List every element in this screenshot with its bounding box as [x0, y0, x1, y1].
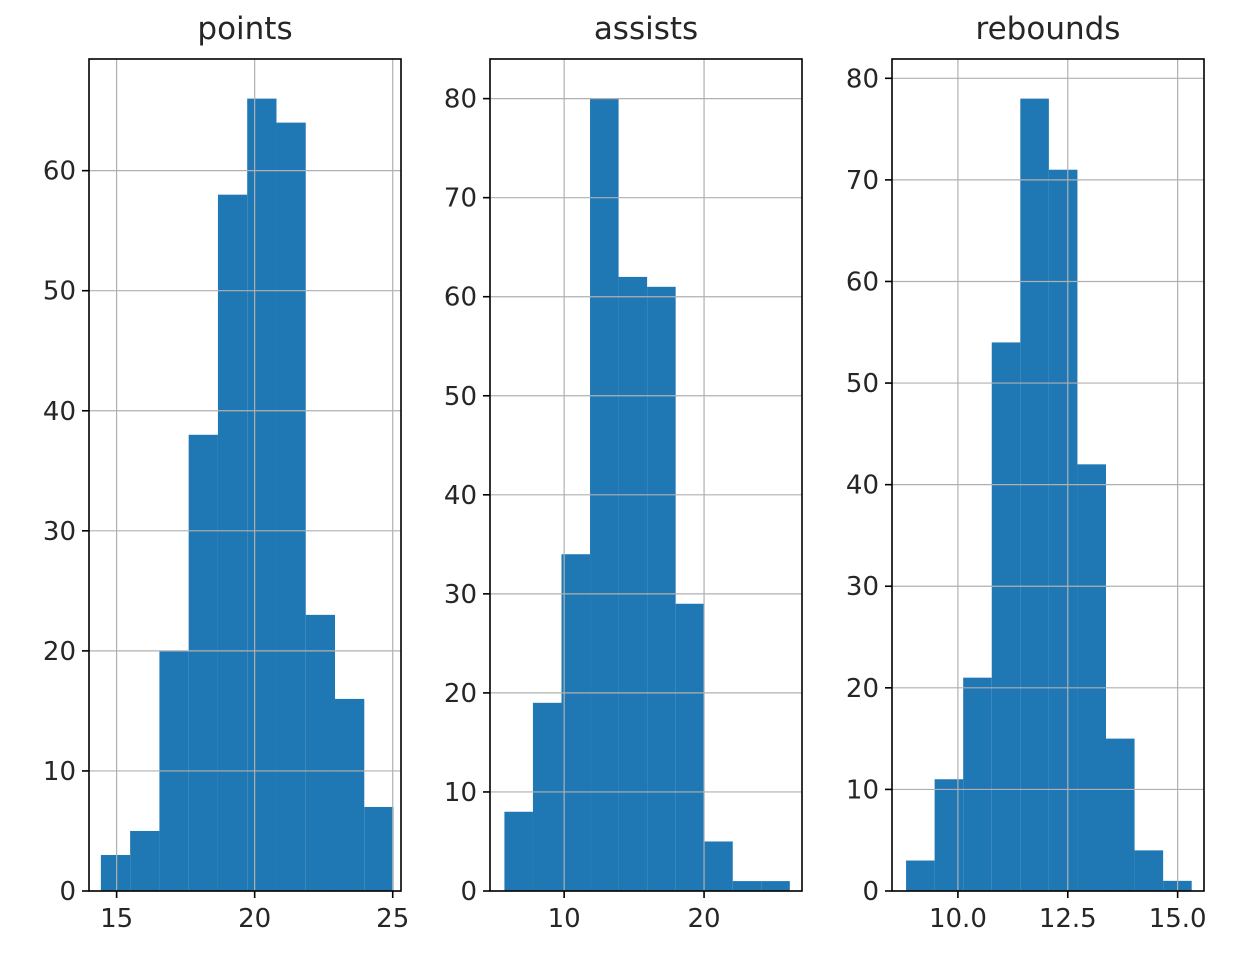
histogram-bar: [247, 98, 277, 892]
assists-histogram-panel: 10 20 0 10 20 30 40 50 60 70 80 assists: [444, 11, 803, 934]
axes-frame: [88, 58, 402, 892]
y-tick-label: 60: [846, 267, 879, 297]
x-tick-label: 25: [376, 904, 409, 934]
rebounds-histogram-panel: 10.0 12.5 15.0 0 10 20 30 40 50 60 70 80 rebounds: [846, 11, 1207, 934]
y-tick-label: 80: [846, 64, 879, 94]
histogram-bar: [364, 806, 394, 891]
histogram-bar: [675, 603, 705, 891]
y-tick-label: 20: [43, 637, 76, 667]
y-tick-label: 70: [444, 184, 477, 214]
x-tick-label: 15.0: [1149, 904, 1207, 934]
histogram-bar: [504, 811, 533, 891]
histogram-bar: [1020, 98, 1049, 892]
x-tick-label: 12.5: [1039, 904, 1097, 934]
y-tick-label: 0: [862, 877, 879, 907]
histogram-bar: [1048, 169, 1078, 891]
y-tick-label: 10: [43, 757, 76, 787]
y-tick-label: 30: [444, 580, 477, 610]
histogram-bar: [561, 554, 591, 891]
y-tick-label: 50: [43, 277, 76, 307]
points-histogram-panel: 15 20 25 0 10 20 30 40 50 60 points: [43, 11, 409, 934]
y-tick-label: 40: [846, 471, 879, 501]
x-tick-label: 15: [100, 904, 133, 934]
chart-title: assists: [594, 11, 698, 47]
histogram-bar: [991, 342, 1021, 891]
y-tick-label: 40: [43, 397, 76, 427]
y-tick-label: 20: [846, 674, 879, 704]
y-tick-label: 30: [846, 572, 879, 602]
y-tick-label: 40: [444, 481, 477, 511]
histogram-bar: [761, 881, 790, 891]
histogram-bar: [188, 434, 218, 891]
histogram-bar: [963, 677, 992, 891]
y-tick-label: 0: [59, 877, 76, 907]
histogram-bar: [305, 614, 336, 891]
histogram-bar: [1077, 464, 1107, 891]
histogram-bar: [1106, 738, 1135, 891]
y-tick-label: 30: [43, 517, 76, 547]
histogram-bar: [732, 881, 762, 891]
y-tick-label: 60: [444, 283, 477, 313]
y-tick-label: 10: [444, 778, 477, 808]
histogram-bar: [100, 854, 131, 891]
y-tick-label: 50: [846, 369, 879, 399]
x-tick-label: 20: [238, 904, 271, 934]
y-tick-label: 10: [846, 775, 879, 805]
x-tick-label: 20: [688, 904, 721, 934]
y-tick-label: 20: [444, 679, 477, 709]
y-tick-label: 80: [444, 85, 477, 115]
histogram-bar: [217, 194, 248, 891]
y-tick-label: 50: [444, 382, 477, 412]
chart-title: points: [197, 11, 292, 47]
y-tick-label: 60: [43, 157, 76, 187]
histogram-bar: [618, 276, 648, 891]
chart-title: rebounds: [976, 11, 1121, 47]
y-tick-label: 70: [846, 166, 879, 196]
histogram-bar: [934, 779, 964, 891]
x-tick-label: 10.0: [929, 904, 987, 934]
histogram-bar: [532, 702, 562, 891]
histogram-bar: [335, 698, 365, 891]
axes-frame: [891, 58, 1205, 892]
histogram-bar: [647, 286, 676, 891]
histogram-bar: [130, 830, 160, 891]
histogram-bar: [1134, 850, 1164, 891]
histogram-bar: [276, 122, 306, 891]
histogram-bar: [704, 841, 733, 891]
x-tick-label: 10: [548, 904, 581, 934]
histogram-bar: [906, 860, 935, 891]
y-tick-label: 0: [460, 877, 477, 907]
axes-frame: [489, 58, 803, 892]
